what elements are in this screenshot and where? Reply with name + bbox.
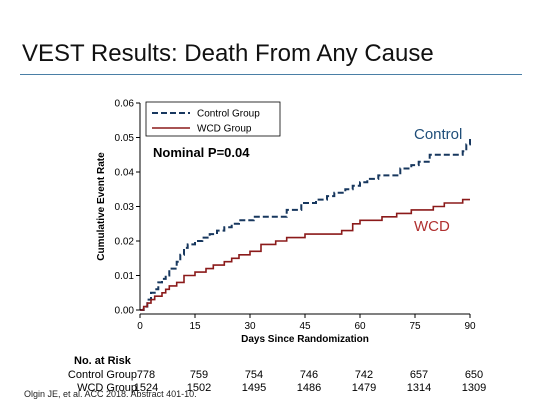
x-tick-label: 0 <box>137 321 143 332</box>
risk-cell: 778 <box>136 369 156 381</box>
legend-label: WCD Group <box>197 124 252 135</box>
series-layer: Control WCD <box>140 126 471 311</box>
y-tick-label: 0.02 <box>115 237 135 248</box>
risk-cell: 657 <box>409 369 429 381</box>
p-value-annotation: Nominal P=0.04 <box>153 145 250 160</box>
legend: Control Group WCD Group <box>145 101 281 137</box>
legend-box <box>145 101 281 137</box>
y-tick-label: 0.01 <box>115 271 135 282</box>
y-tick-label: 0.03 <box>115 202 135 213</box>
control-end-label: Control <box>414 126 462 143</box>
x-tick-label: 90 <box>464 321 476 332</box>
risk-table-title: No. at Risk <box>74 355 131 367</box>
risk-cell: 746 <box>299 369 319 381</box>
risk-cell: 742 <box>354 369 374 381</box>
x-tick-label: 30 <box>244 321 256 332</box>
risk-row-label: Control Group <box>67 369 137 381</box>
risk-cell: 1495 <box>241 382 267 394</box>
risk-cell: 1314 <box>406 382 432 394</box>
x-axis-label: Days Since Randomization <box>241 334 369 345</box>
y-tick-label: 0.04 <box>115 168 135 179</box>
risk-cell: 1502 <box>186 382 212 394</box>
legend-label: Control Group <box>197 109 260 120</box>
risk-cell: 759 <box>189 369 209 381</box>
y-tick-label: 0.00 <box>115 306 135 317</box>
risk-cell: 1479 <box>351 382 377 394</box>
risk-cell: 1486 <box>296 382 322 394</box>
slide-title: VEST Results: Death From Any Cause <box>22 40 434 67</box>
wcd-end-label: WCD <box>414 218 450 235</box>
axes-layer: 0.00 0.01 0.02 0.03 0.04 0.05 0.06 0 15 30 45 60 75 9… <box>115 99 476 333</box>
risk-cell: 1524 <box>133 382 159 394</box>
x-tick-label: 60 <box>354 321 366 332</box>
title-divider <box>20 74 522 75</box>
risk-cell: 754 <box>244 369 264 381</box>
y-tick-label: 0.05 <box>115 133 135 144</box>
x-tick-label: 75 <box>409 321 421 332</box>
control-group-line <box>140 137 471 311</box>
risk-cell: 650 <box>464 369 484 381</box>
wcd-group-line <box>140 198 470 311</box>
y-tick-label: 0.06 <box>115 99 135 110</box>
x-tick-label: 15 <box>189 321 201 332</box>
risk-cell: 1309 <box>461 382 487 394</box>
x-tick-label: 45 <box>299 321 311 332</box>
risk-row-label: WCD Group <box>77 382 137 394</box>
citation: Olgin JE, et al. ACC 2018. Abstract 401-… <box>24 389 197 399</box>
y-axis-label: Cumulative Event Rate <box>96 152 107 261</box>
